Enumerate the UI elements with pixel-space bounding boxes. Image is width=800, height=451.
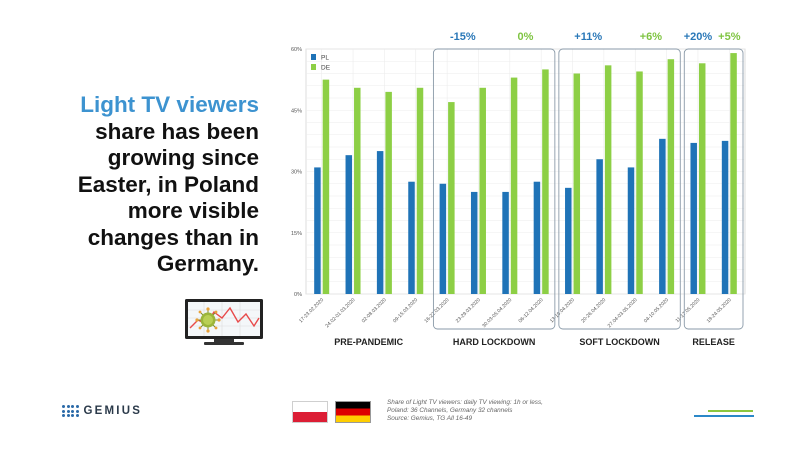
x-tick-label: 13-19.04.2020 [549, 297, 576, 324]
bar-pl [596, 159, 603, 294]
bar-de [636, 71, 643, 294]
phase-box [558, 48, 681, 330]
change-annotation-pl: +20% [684, 31, 713, 43]
headline-line: growing since [107, 145, 259, 170]
gemius-logo: GEMIUS [62, 404, 142, 418]
x-tick-label: 09-15.03.2020 [392, 297, 419, 324]
legend-swatch-pl [311, 54, 316, 60]
footnote-line: Source: Gemius, TG All 16-49 [387, 415, 473, 422]
bar-de [573, 73, 581, 294]
y-tick-label: 60% [291, 47, 302, 53]
bar-de [354, 87, 361, 295]
bar-de [448, 102, 455, 294]
phase-label: RELEASE [692, 337, 735, 347]
bar-de [542, 69, 549, 295]
bar-pl [533, 181, 541, 294]
gemius-dots-icon [62, 405, 79, 417]
x-tick-label: 20-26.04.2020 [580, 297, 607, 324]
bar-de [416, 87, 424, 295]
footnote-line: Share of Light TV viewers: daily TV view… [387, 399, 543, 406]
decorative-lines [694, 410, 754, 418]
bar-de [604, 65, 612, 294]
headline-line: Germany. [156, 251, 259, 276]
bar-pl [502, 191, 509, 294]
bar-pl [408, 181, 415, 294]
headline-accent: Light TV viewers [80, 92, 259, 117]
footnote: Share of Light TV viewers: daily TV view… [387, 399, 687, 423]
bar-pl [470, 191, 478, 294]
change-annotation-pl: -15% [450, 31, 476, 43]
change-annotation-de: 0% [518, 31, 534, 43]
germany-flag-icon [335, 401, 371, 423]
x-tick-label: 06-12.04.2020 [518, 297, 545, 324]
headline: Light TV viewers share has been growing … [19, 92, 259, 278]
x-tick-label: 04-10.05.2020 [643, 297, 670, 324]
tv-virus-icon [185, 299, 263, 345]
bar-de [479, 87, 486, 295]
bar-pl [690, 142, 697, 294]
bar-de [730, 53, 737, 295]
legend-label-de: DE [321, 65, 331, 72]
change-annotation-pl: +11% [574, 31, 602, 43]
phase-label: PRE-PANDEMIC [334, 337, 403, 347]
headline-line: more visible [127, 198, 259, 223]
change-annotation-de: +5% [718, 31, 741, 43]
bar-pl [659, 138, 666, 294]
x-tick-label: 23-29.03.2020 [455, 297, 482, 324]
headline-line: share has been [95, 118, 259, 144]
bar-pl [439, 183, 447, 294]
phase-box [432, 48, 556, 330]
x-tick-label: 30.03-05.04.2020 [481, 297, 513, 329]
bar-de [667, 59, 675, 295]
x-tick-label: 11-17.05.2020 [675, 297, 702, 324]
bar-pl [565, 187, 572, 294]
x-tick-label: 24.02-01.03.2020 [324, 297, 356, 329]
bar-pl [721, 140, 729, 294]
legend-swatch-de [311, 64, 316, 70]
x-tick-label: 02-08.03.2020 [361, 297, 388, 324]
phase-box [683, 48, 744, 330]
bar-pl [376, 151, 384, 294]
x-tick-label: 18-24.05.2020 [706, 297, 733, 324]
headline-line: Easter, in Poland [77, 171, 259, 197]
y-tick-label: 45% [291, 108, 302, 114]
bar-de [385, 91, 392, 294]
x-tick-label: 16-22.03.2020 [423, 297, 450, 324]
poland-flag-icon [292, 401, 328, 423]
change-annotation-de: +6% [640, 31, 663, 43]
gemius-logo-text: GEMIUS [83, 405, 143, 417]
bar-pl [627, 167, 635, 294]
footnote-line: Poland: 36 Channels, Germany 32 channels [387, 407, 513, 414]
headline-line: changes than in [87, 224, 259, 250]
x-tick-label: 27.04-03.05.2020 [607, 297, 639, 329]
bar-pl [345, 155, 353, 294]
y-tick-label: 30% [291, 170, 302, 176]
legend-label-pl: PL [321, 55, 329, 62]
y-tick-label: 0% [294, 292, 302, 298]
y-tick-label: 15% [291, 231, 302, 237]
bar-de [698, 63, 706, 294]
x-tick-label: 17-23.02.2020 [298, 297, 325, 324]
phase-label: HARD LOCKDOWN [453, 337, 536, 347]
phase-label: SOFT LOCKDOWN [579, 337, 660, 347]
bar-de [510, 77, 518, 294]
bar-de [322, 79, 330, 294]
bar-pl [314, 167, 321, 294]
